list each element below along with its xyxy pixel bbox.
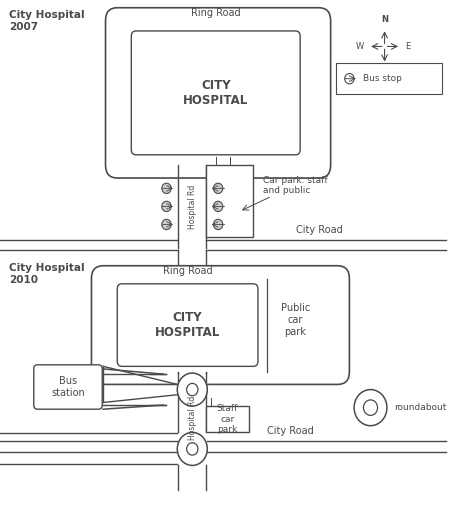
- Text: Public
car
park: Public car park: [281, 303, 310, 336]
- Circle shape: [162, 201, 171, 212]
- Text: W: W: [356, 42, 364, 51]
- Circle shape: [177, 432, 207, 465]
- Text: Bus stop: Bus stop: [363, 74, 402, 83]
- Text: City Road: City Road: [295, 225, 342, 235]
- Circle shape: [354, 390, 387, 426]
- Text: N: N: [381, 15, 388, 24]
- FancyBboxPatch shape: [91, 266, 349, 384]
- Circle shape: [187, 443, 198, 455]
- Text: City Hospital
2010: City Hospital 2010: [9, 263, 85, 285]
- Circle shape: [187, 383, 198, 396]
- Text: Hospital Rd: Hospital Rd: [188, 184, 197, 229]
- Circle shape: [162, 219, 171, 230]
- Text: City Hospital
2007: City Hospital 2007: [9, 10, 85, 32]
- Text: Ring Road: Ring Road: [163, 266, 212, 276]
- Bar: [206, 165, 253, 237]
- Text: Staff
car
park: Staff car park: [217, 405, 238, 434]
- Circle shape: [213, 219, 223, 230]
- Text: roundabout: roundabout: [394, 403, 446, 412]
- Text: Ring Road: Ring Road: [191, 8, 241, 18]
- Text: CITY
HOSPITAL: CITY HOSPITAL: [183, 79, 249, 107]
- Text: S: S: [382, 69, 387, 77]
- Text: CITY
HOSPITAL: CITY HOSPITAL: [155, 311, 220, 339]
- Bar: [206, 406, 249, 432]
- Text: E: E: [405, 42, 410, 51]
- Circle shape: [177, 373, 207, 406]
- Text: City Road: City Road: [267, 426, 314, 436]
- Circle shape: [345, 73, 354, 84]
- FancyBboxPatch shape: [336, 63, 442, 94]
- Circle shape: [213, 201, 223, 212]
- FancyBboxPatch shape: [34, 365, 102, 409]
- Text: Car park: staff
and public: Car park: staff and public: [263, 176, 327, 196]
- FancyBboxPatch shape: [106, 8, 331, 178]
- Circle shape: [213, 183, 223, 194]
- Circle shape: [162, 183, 171, 194]
- Circle shape: [363, 400, 378, 415]
- Text: Bus
station: Bus station: [51, 376, 85, 398]
- FancyBboxPatch shape: [131, 31, 300, 155]
- FancyBboxPatch shape: [117, 284, 258, 366]
- Text: Hospital Rd: Hospital Rd: [188, 396, 197, 440]
